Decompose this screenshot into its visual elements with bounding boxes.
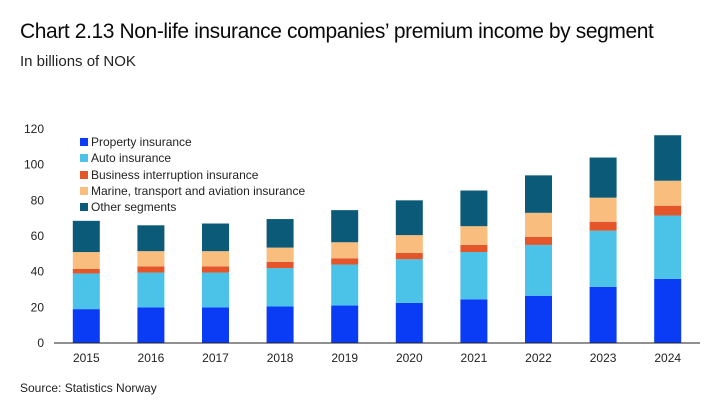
bar-segment-other-segments xyxy=(266,219,294,248)
x-tick-label: 2015 xyxy=(73,351,100,365)
x-tick-label: 2017 xyxy=(202,351,229,365)
bar-segment-business-interruption-insurance xyxy=(202,266,229,273)
bar-segment-business-interruption-insurance xyxy=(266,261,294,269)
bar-segment-marine-transport-and-aviation-insurance xyxy=(589,197,617,222)
y-tick-label: 120 xyxy=(24,122,44,136)
bar-segment-business-interruption-insurance xyxy=(331,258,359,265)
legend-label: Other segments xyxy=(91,200,177,215)
bar-segment-marine-transport-and-aviation-insurance xyxy=(460,226,488,245)
bar-segment-auto-insurance xyxy=(137,272,165,308)
legend-swatch xyxy=(80,170,88,179)
bar-segment-marine-transport-and-aviation-insurance xyxy=(525,212,552,237)
bar-segment-property-insurance xyxy=(460,299,488,343)
bar-segment-marine-transport-and-aviation-insurance xyxy=(266,247,294,262)
bar-segment-auto-insurance xyxy=(460,252,488,300)
bar-segment-auto-insurance xyxy=(266,268,294,307)
bar-segment-business-interruption-insurance xyxy=(525,236,552,245)
chart-legend: Property insurance Auto insurance Business… xyxy=(80,134,305,215)
x-tick-label: 2016 xyxy=(138,351,165,365)
bar-segment-marine-transport-and-aviation-insurance xyxy=(202,251,229,267)
bar-segment-marine-transport-and-aviation-insurance xyxy=(72,252,100,269)
y-tick-label: 80 xyxy=(31,193,45,207)
bar-segment-property-insurance xyxy=(202,307,229,343)
bar-segment-other-segments xyxy=(589,157,617,198)
y-tick-label: 20 xyxy=(31,300,45,314)
x-tick-label: 2021 xyxy=(461,351,488,365)
bar-segment-marine-transport-and-aviation-insurance xyxy=(137,251,165,267)
chart-subtitle: In billions of NOK xyxy=(20,53,136,70)
chart-title: Chart 2.13 Non-life insurance companies’… xyxy=(20,20,654,43)
legend-swatch xyxy=(80,154,88,163)
x-tick-label: 2022 xyxy=(525,351,552,365)
legend-label: Business interruption insurance xyxy=(91,167,259,182)
bar-segment-other-segments xyxy=(72,220,100,253)
x-tick-label: 2020 xyxy=(396,351,423,365)
legend-item: Auto insurance xyxy=(80,150,305,166)
legend-item: Marine, transport and aviation insurance xyxy=(80,183,305,199)
bar-segment-auto-insurance xyxy=(654,215,682,279)
legend-label: Auto insurance xyxy=(91,151,172,166)
bar-segment-business-interruption-insurance xyxy=(395,252,423,260)
bar-segment-business-interruption-insurance xyxy=(589,221,617,231)
bar-segment-property-insurance xyxy=(266,306,294,343)
bar-segment-property-insurance xyxy=(525,295,552,343)
bar-segment-other-segments xyxy=(654,135,682,181)
bar-segment-other-segments xyxy=(202,223,229,252)
bar-segment-auto-insurance xyxy=(202,272,229,308)
y-tick-label: 40 xyxy=(31,265,45,279)
bar-segment-property-insurance xyxy=(395,302,423,343)
bar-segment-other-segments xyxy=(460,190,488,227)
bar-segment-business-interruption-insurance xyxy=(654,205,682,216)
x-tick-label: 2024 xyxy=(654,351,681,365)
bar-segment-property-insurance xyxy=(72,309,100,343)
bar-segment-business-interruption-insurance xyxy=(460,244,488,253)
bar-segment-auto-insurance xyxy=(72,273,100,310)
y-tick-label: 60 xyxy=(31,229,45,243)
bar-segment-auto-insurance xyxy=(395,259,423,303)
bar-segment-other-segments xyxy=(137,225,165,252)
legend-label: Property insurance xyxy=(91,135,192,150)
bar-segment-auto-insurance xyxy=(331,264,359,306)
bar-segment-property-insurance xyxy=(589,286,617,343)
x-tick-label: 2019 xyxy=(331,351,358,365)
bar-segment-property-insurance xyxy=(654,278,682,343)
bar-segment-business-interruption-insurance xyxy=(72,268,100,274)
bar-segment-property-insurance xyxy=(137,307,165,343)
bar-segment-marine-transport-and-aviation-insurance xyxy=(654,180,682,206)
bar-segment-auto-insurance xyxy=(589,230,617,287)
legend-swatch xyxy=(80,138,88,147)
x-tick-label: 2023 xyxy=(590,351,617,365)
legend-item: Business interruption insurance xyxy=(80,167,305,183)
bar-segment-property-insurance xyxy=(331,305,359,343)
bar-segment-other-segments xyxy=(395,200,423,236)
bar-segment-business-interruption-insurance xyxy=(137,266,165,273)
bar-segment-other-segments xyxy=(525,175,552,213)
legend-swatch xyxy=(80,187,88,196)
legend-swatch xyxy=(80,203,88,212)
x-tick-label: 2018 xyxy=(267,351,294,365)
legend-item: Other segments xyxy=(80,199,305,215)
y-tick-label: 0 xyxy=(37,336,44,350)
source-note: Source: Statistics Norway xyxy=(20,381,157,395)
bar-segment-auto-insurance xyxy=(525,244,552,296)
legend-label: Marine, transport and aviation insurance xyxy=(91,184,306,199)
bar-segment-marine-transport-and-aviation-insurance xyxy=(395,235,423,253)
bar-segment-other-segments xyxy=(331,210,359,243)
legend-item: Property insurance xyxy=(80,134,305,150)
bar-segment-marine-transport-and-aviation-insurance xyxy=(331,242,359,259)
y-tick-label: 100 xyxy=(24,158,44,172)
